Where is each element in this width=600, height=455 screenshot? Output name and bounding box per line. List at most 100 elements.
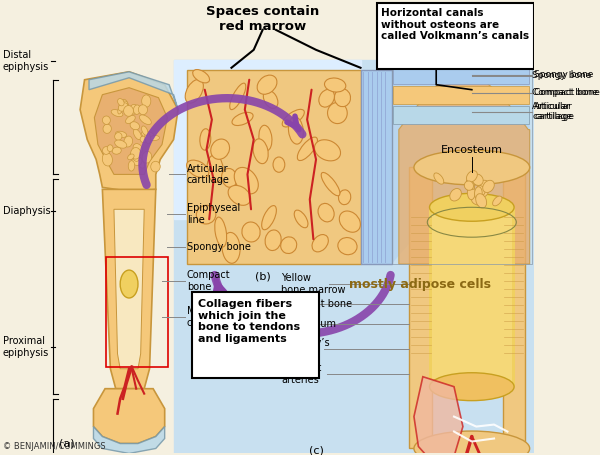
- Text: Perlosteum: Perlosteum: [281, 319, 337, 329]
- Text: Compact bone: Compact bone: [281, 299, 352, 309]
- Ellipse shape: [281, 237, 297, 253]
- Text: © BENJAMIN/CUMMINGS: © BENJAMIN/CUMMINGS: [2, 442, 105, 451]
- Ellipse shape: [414, 150, 530, 185]
- Text: Collagen fibers
which join the
bone to tendons
and ligaments: Collagen fibers which join the bone to t…: [197, 299, 300, 344]
- Ellipse shape: [130, 105, 139, 114]
- Ellipse shape: [142, 95, 151, 107]
- Text: Medullary
cavity: Medullary cavity: [187, 306, 235, 328]
- Ellipse shape: [467, 185, 475, 200]
- Ellipse shape: [139, 115, 151, 125]
- Ellipse shape: [142, 151, 152, 163]
- Ellipse shape: [434, 173, 444, 184]
- Ellipse shape: [151, 161, 160, 172]
- Ellipse shape: [185, 80, 203, 103]
- Ellipse shape: [125, 116, 135, 124]
- Ellipse shape: [314, 140, 341, 161]
- Ellipse shape: [475, 187, 482, 200]
- Ellipse shape: [133, 154, 139, 162]
- Ellipse shape: [130, 122, 140, 130]
- Ellipse shape: [466, 171, 478, 182]
- Ellipse shape: [222, 233, 240, 263]
- Bar: [187, 70, 361, 264]
- Ellipse shape: [334, 89, 350, 106]
- FancyBboxPatch shape: [377, 3, 534, 69]
- Ellipse shape: [121, 101, 128, 109]
- Text: Compact bone: Compact bone: [532, 88, 598, 97]
- Ellipse shape: [234, 167, 259, 194]
- Ellipse shape: [430, 193, 514, 221]
- Bar: [392, 86, 529, 104]
- Polygon shape: [94, 389, 164, 444]
- Ellipse shape: [122, 99, 130, 113]
- Text: Spaces contain
red marrow: Spaces contain red marrow: [206, 5, 319, 33]
- Text: mostly adipose cells: mostly adipose cells: [349, 278, 491, 291]
- Ellipse shape: [257, 75, 277, 94]
- Ellipse shape: [131, 147, 140, 159]
- Ellipse shape: [430, 373, 514, 401]
- Ellipse shape: [112, 147, 121, 154]
- Bar: [274, 274, 534, 451]
- Text: (c): (c): [308, 445, 323, 455]
- Text: Spongy bone: Spongy bone: [187, 242, 251, 252]
- Text: Proximal
epiphysis: Proximal epiphysis: [2, 336, 49, 358]
- Bar: [392, 66, 529, 84]
- Ellipse shape: [232, 112, 253, 126]
- Text: Horizontal canals
without osteons are
called Volkmann’s canals: Horizontal canals without osteons are ca…: [381, 8, 529, 41]
- Ellipse shape: [298, 137, 317, 161]
- Ellipse shape: [103, 152, 112, 166]
- Text: Spongy bone: Spongy bone: [534, 70, 593, 79]
- Ellipse shape: [196, 205, 216, 224]
- Ellipse shape: [118, 103, 128, 111]
- Ellipse shape: [115, 132, 122, 140]
- Ellipse shape: [338, 238, 357, 255]
- Ellipse shape: [124, 136, 133, 147]
- Ellipse shape: [464, 181, 473, 190]
- Ellipse shape: [242, 222, 260, 242]
- Ellipse shape: [289, 117, 304, 144]
- FancyBboxPatch shape: [192, 292, 319, 378]
- Ellipse shape: [493, 196, 502, 206]
- Ellipse shape: [124, 106, 133, 116]
- Ellipse shape: [145, 132, 151, 144]
- Ellipse shape: [115, 131, 127, 137]
- Polygon shape: [89, 72, 178, 110]
- Bar: [409, 167, 432, 449]
- Ellipse shape: [215, 217, 227, 247]
- Polygon shape: [80, 72, 178, 192]
- Ellipse shape: [103, 116, 110, 124]
- Ellipse shape: [262, 206, 277, 230]
- Polygon shape: [392, 65, 530, 264]
- Ellipse shape: [103, 147, 110, 154]
- Ellipse shape: [318, 203, 334, 222]
- Ellipse shape: [481, 189, 488, 197]
- Ellipse shape: [450, 188, 461, 201]
- Ellipse shape: [340, 211, 361, 232]
- Ellipse shape: [118, 99, 124, 106]
- Bar: [173, 60, 534, 454]
- Ellipse shape: [483, 180, 494, 192]
- Ellipse shape: [207, 155, 223, 182]
- Bar: [429, 207, 515, 387]
- Ellipse shape: [319, 90, 334, 107]
- Text: Epiphyseal
line: Epiphyseal line: [187, 203, 240, 225]
- Ellipse shape: [228, 185, 251, 205]
- Bar: [432, 207, 512, 387]
- Ellipse shape: [149, 136, 160, 141]
- Ellipse shape: [200, 129, 211, 150]
- Polygon shape: [114, 209, 144, 369]
- Ellipse shape: [133, 105, 140, 114]
- Ellipse shape: [142, 131, 155, 139]
- Ellipse shape: [118, 101, 124, 114]
- Ellipse shape: [282, 109, 304, 127]
- Bar: [361, 70, 392, 264]
- Polygon shape: [94, 88, 167, 174]
- Ellipse shape: [312, 235, 328, 252]
- Polygon shape: [94, 426, 164, 454]
- Ellipse shape: [476, 186, 485, 195]
- Ellipse shape: [132, 156, 142, 166]
- Text: (b): (b): [255, 271, 271, 281]
- Ellipse shape: [338, 190, 351, 205]
- Ellipse shape: [472, 174, 483, 186]
- Ellipse shape: [273, 157, 285, 172]
- Ellipse shape: [221, 168, 237, 187]
